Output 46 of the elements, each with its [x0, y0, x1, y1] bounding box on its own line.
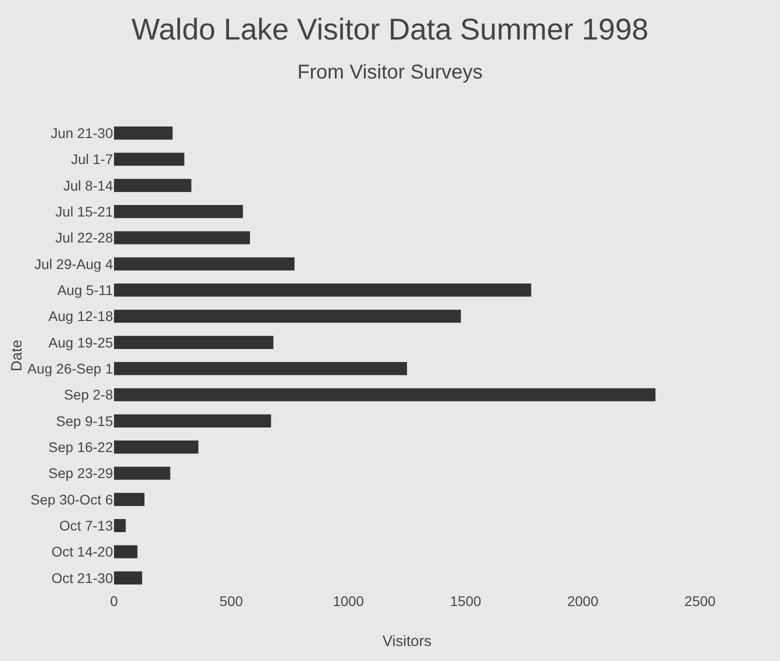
y-tick-label: Aug 19-25	[48, 334, 114, 350]
y-tick-label: Sep 23-29	[48, 465, 114, 482]
bar	[114, 545, 138, 558]
bar	[114, 257, 294, 270]
bar	[114, 440, 198, 454]
bar	[114, 178, 192, 192]
bar	[114, 388, 656, 402]
bar	[114, 336, 274, 349]
chart-title: Waldo Lake Visitor Data Summer 1998	[132, 14, 648, 47]
y-tick-label: Aug 5-11	[57, 282, 114, 298]
x-tick-label: 500	[220, 593, 244, 609]
y-tick-label: Jul 1-7	[70, 151, 114, 168]
y-tick-label: Jul 15-21	[55, 203, 114, 220]
x-axis-title: Visitors	[382, 633, 432, 650]
y-tick-label: Oct 21-30	[52, 570, 114, 586]
x-tick-label: 2500	[684, 593, 716, 609]
bar	[114, 310, 461, 323]
x-tick-label: 1000	[332, 593, 364, 609]
y-tick-label: Jul 29-Aug 4	[34, 256, 114, 272]
bar	[114, 466, 170, 480]
bar	[114, 362, 407, 376]
x-tick-label: 2000	[567, 593, 599, 609]
y-tick-label: Sep 2-8	[64, 386, 114, 403]
y-axis-title: Date	[8, 340, 26, 372]
x-tick-label: 1500	[450, 593, 482, 609]
bar	[114, 519, 126, 532]
y-tick-label: Aug 12-18	[48, 308, 114, 324]
chart-subtitle: From Visitor Surveys	[297, 62, 483, 84]
bar	[114, 205, 243, 218]
bar	[114, 126, 173, 140]
y-tick-label: Jul 22-28	[55, 230, 114, 246]
y-tick-label: Sep 9-15	[56, 412, 114, 429]
y-tick-label: Aug 26-Sep 1	[27, 360, 114, 376]
bar	[114, 152, 184, 166]
x-tick-label: 0	[110, 593, 118, 609]
bar	[114, 492, 144, 506]
y-tick-label: Jul 8-14	[63, 177, 114, 194]
bar	[114, 571, 142, 584]
bar	[114, 414, 272, 428]
y-tick-label: Jun 21-30	[50, 124, 114, 141]
bar	[114, 284, 532, 297]
y-tick-label: Oct 14-20	[52, 544, 114, 560]
bar	[114, 231, 250, 244]
y-tick-label: Sep 16-22	[48, 438, 114, 455]
y-tick-label: Sep 30-Oct 6	[30, 491, 114, 508]
y-tick-label: Oct 7-13	[59, 517, 114, 534]
